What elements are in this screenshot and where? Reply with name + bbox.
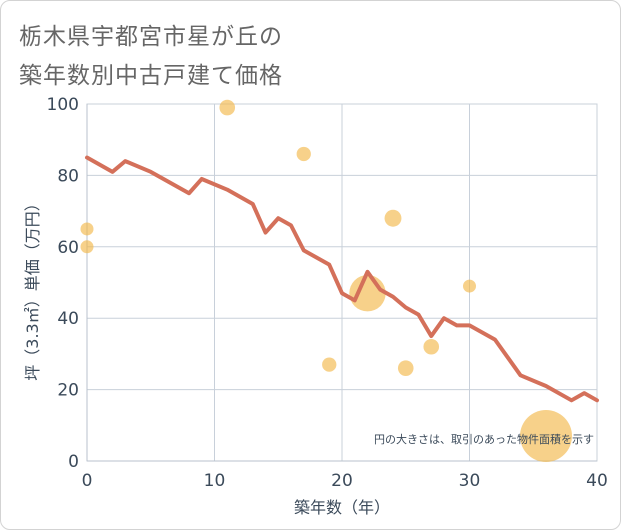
scatter-point	[219, 99, 236, 116]
y-tick-label: 0	[68, 452, 79, 472]
chart-title-line-2: 築年数別中古戸建て価格	[19, 63, 283, 89]
average-price-line	[85, 155, 599, 403]
x-tick-label: 30	[459, 471, 481, 491]
y-tick-label: 80	[57, 166, 79, 186]
scatter-point	[80, 222, 94, 236]
x-axis-label: 築年数（年）	[294, 498, 390, 517]
y-tick-label: 100	[47, 95, 79, 115]
y-tick-label: 20	[57, 381, 79, 401]
y-tick-label: 40	[57, 309, 79, 329]
line-layer	[85, 155, 599, 403]
size-legend-note: 円の大きさは、取引のあった物件面積を示す	[374, 432, 594, 446]
scatter-point	[520, 410, 572, 463]
scatter-point	[397, 360, 414, 376]
scatter-point	[322, 357, 337, 372]
tick-layer: 0 10 20 30 40 0 20 40 60 80 100	[47, 95, 608, 491]
scatter-point	[296, 146, 311, 162]
scatter-point	[80, 240, 94, 254]
x-tick-label: 0	[82, 471, 93, 491]
scatter-layer	[80, 99, 572, 463]
scatter-point	[423, 338, 440, 355]
scatter-point	[463, 279, 476, 293]
x-tick-label: 20	[331, 471, 353, 491]
y-axis-label: 坪（3.3㎡）単価（万円）	[23, 195, 42, 380]
scatter-point	[349, 275, 386, 312]
x-tick-label: 10	[204, 471, 226, 491]
grid-layer	[86, 103, 598, 462]
x-tick-label: 40	[586, 471, 608, 491]
chart-title-line-1: 栃木県宇都宮市星が丘の	[19, 24, 283, 50]
y-tick-label: 60	[57, 238, 79, 258]
scatter-point	[384, 209, 402, 227]
